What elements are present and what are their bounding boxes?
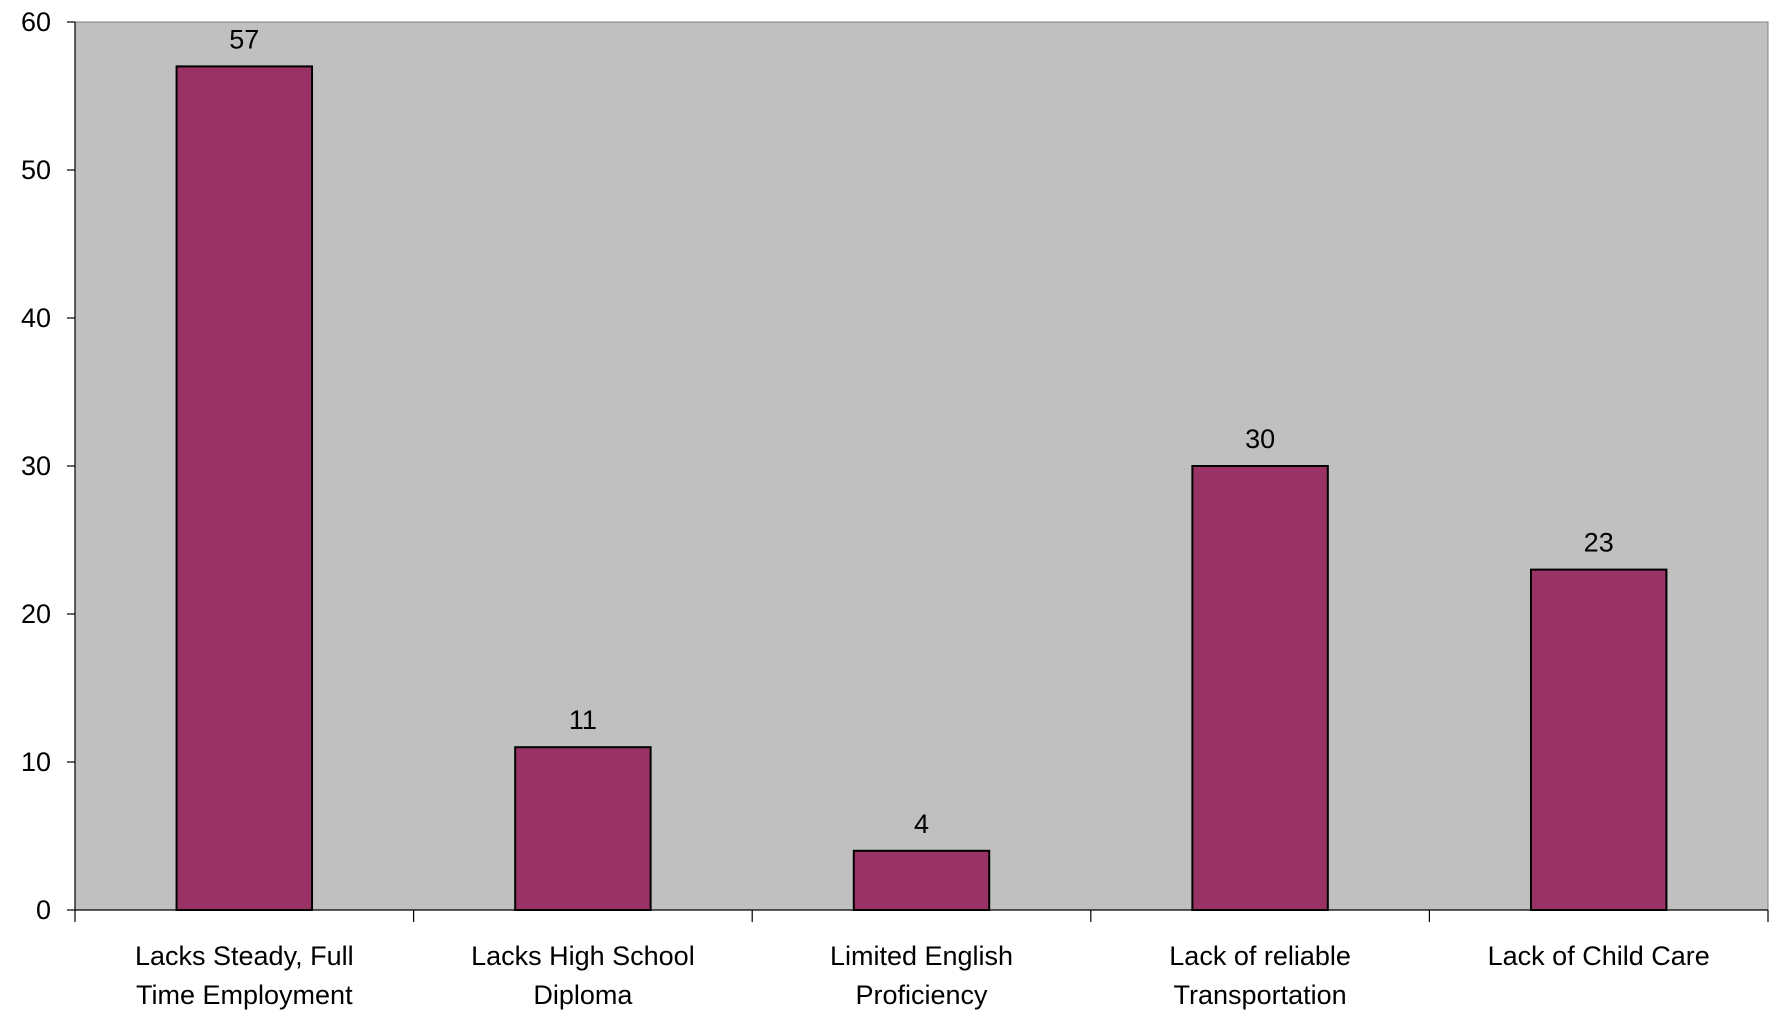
y-tick-label: 10 <box>21 747 51 777</box>
y-tick-label: 40 <box>21 303 51 333</box>
bar <box>514 746 652 912</box>
x-category-label: Limited English <box>830 941 1013 971</box>
bar <box>175 65 314 911</box>
x-category-label: Time Employment <box>136 980 353 1010</box>
bars-group <box>175 65 1668 912</box>
y-tick-label: 30 <box>21 451 51 481</box>
x-category-label: Lacks High School <box>471 941 695 971</box>
bar <box>1191 465 1329 911</box>
y-tick-label: 60 <box>21 7 51 37</box>
axes-group <box>67 21 1769 922</box>
y-tick-label: 50 <box>21 155 51 185</box>
labels-group: 0 10 20 30 40 50 60 57 Lacks Steady, Full Time Em… <box>21 7 1710 1010</box>
y-tick-label: 0 <box>36 895 51 925</box>
x-category-label: Transportation <box>1174 980 1347 1010</box>
x-category-label: Diploma <box>533 980 633 1010</box>
x-category-label: Lacks Steady, Full <box>135 941 354 971</box>
x-category-label: Lack of Child Care <box>1488 941 1710 971</box>
bar <box>852 849 991 911</box>
plot-area <box>74 21 1769 911</box>
bar-value-label: 11 <box>569 705 597 735</box>
bar-value-label: 57 <box>229 24 259 54</box>
y-tick-label: 20 <box>21 599 51 629</box>
x-category-label: Lack of reliable <box>1169 941 1351 971</box>
x-category-label: Proficiency <box>855 980 988 1010</box>
bar-value-label: 30 <box>1245 424 1275 454</box>
bar-value-label: 4 <box>914 809 929 839</box>
bar-value-label: 23 <box>1584 528 1614 558</box>
bar <box>1529 568 1668 911</box>
